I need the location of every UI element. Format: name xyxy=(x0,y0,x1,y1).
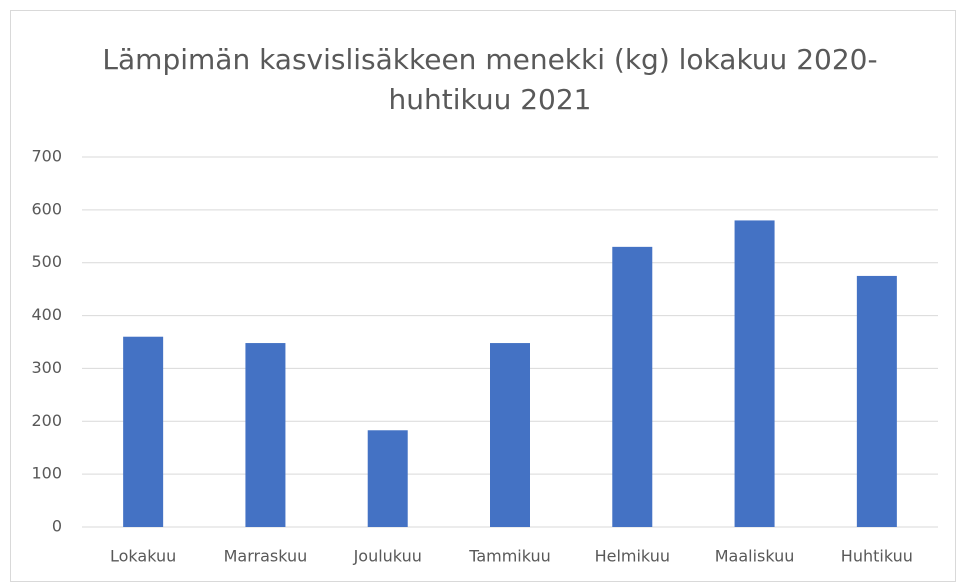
chart-border xyxy=(10,10,956,582)
y-tick-label: 700 xyxy=(31,147,62,166)
bar xyxy=(734,220,775,527)
x-tick-label: Huhtikuu xyxy=(841,547,913,566)
bar xyxy=(367,430,408,527)
bar xyxy=(245,343,286,527)
bar xyxy=(612,246,653,527)
y-tick-label: 500 xyxy=(31,252,62,271)
y-tick-label: 400 xyxy=(31,305,62,324)
bar xyxy=(123,336,164,527)
y-tick-label: 100 xyxy=(31,464,62,483)
y-tick-label: 300 xyxy=(31,358,62,377)
x-tick-label: Tammikuu xyxy=(468,547,551,566)
y-tick-label: 0 xyxy=(52,517,62,536)
x-tick-label: Helmikuu xyxy=(595,547,670,566)
chart-title: Lämpimän kasvislisäkkeen menekki (kg) lo… xyxy=(102,43,878,116)
x-tick-label: Maaliskuu xyxy=(715,547,795,566)
x-tick-label: Marraskuu xyxy=(224,547,308,566)
x-tick-label: Joulukuu xyxy=(353,547,422,566)
x-tick-label: Lokakuu xyxy=(110,547,176,566)
y-tick-label: 600 xyxy=(31,199,62,218)
bar xyxy=(856,275,897,527)
y-tick-label: 200 xyxy=(31,411,62,430)
bar xyxy=(490,343,530,527)
